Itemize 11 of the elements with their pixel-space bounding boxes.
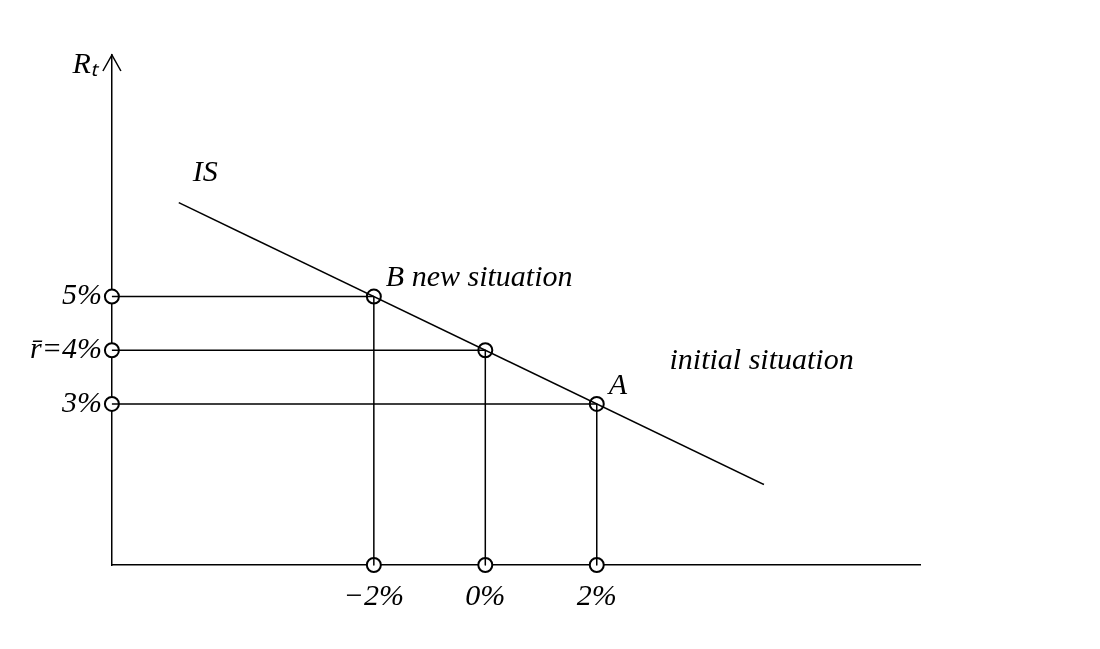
- series-label: IS: [191, 153, 218, 187]
- x-tick-label: 0%: [465, 577, 506, 611]
- y-tick-label: 3%: [60, 384, 102, 418]
- x-tick-label: −2%: [343, 577, 404, 611]
- annotation: A: [606, 366, 628, 400]
- y-tick-label: 5%: [61, 277, 102, 311]
- annotation: initial situation: [669, 341, 854, 375]
- y-axis-title: Rₜ: [71, 45, 100, 79]
- annotation: B new situation: [385, 259, 573, 293]
- x-tick-label: 2%: [576, 577, 617, 611]
- y-tick-label: r̄=4%: [29, 331, 102, 365]
